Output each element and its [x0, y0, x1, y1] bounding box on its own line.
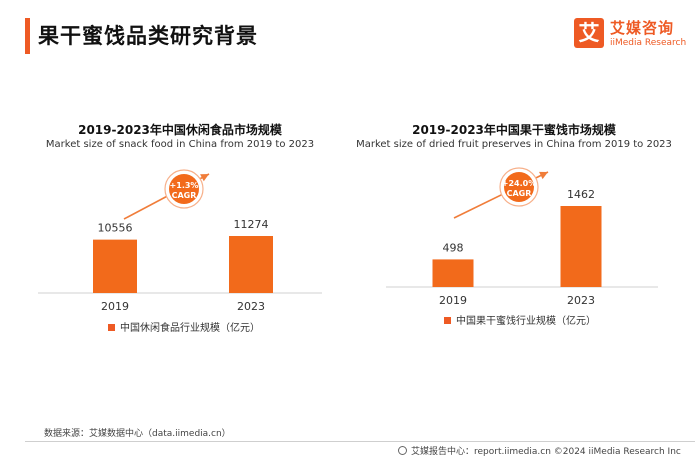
bar-2019: [93, 239, 137, 293]
chart-1-legend: 中国休闲食品行业规模（亿元）: [108, 319, 260, 334]
legend-swatch: [444, 316, 451, 324]
chart-2-legend: 中国果干蜜饯行业规模（亿元）: [444, 312, 596, 327]
report-center-icon: [398, 446, 407, 455]
cagr-label: CAGR: [172, 191, 197, 200]
bar-2023: [560, 206, 602, 287]
data-label-2019: 498: [443, 241, 464, 254]
logo-name-en: iiMedia Research: [610, 38, 687, 48]
cagr-label: CAGR: [507, 189, 532, 198]
data-label-2023: 11274: [234, 218, 269, 231]
chart-1-title: 2019-2023年中国休闲食品市场规模: [78, 123, 282, 137]
iimedia-logo: 艾 艾媒咨询 iiMedia Research: [574, 14, 694, 54]
cagr-badge: [169, 174, 199, 204]
x-tick-2023: 2023: [567, 294, 595, 307]
cagr-badge: [504, 172, 534, 202]
cagr-value: +1.3%: [170, 181, 199, 190]
data-label-2019: 10556: [98, 222, 133, 235]
cagr-value: +24.0%: [502, 179, 536, 188]
footer-text: 艾媒报告中心：report.iimedia.cn ©2024 iiMedia R…: [411, 447, 681, 457]
cagr-arrow-head: [539, 171, 548, 180]
data-label-2023: 1462: [567, 188, 595, 201]
bar-2023: [229, 236, 273, 293]
x-tick-2023: 2023: [237, 300, 265, 313]
page-title: 果干蜜饯品类研究背景: [38, 24, 258, 48]
legend-swatch: [108, 323, 115, 331]
logo-mark-icon: 艾: [574, 18, 604, 48]
x-tick-2019: 2019: [101, 300, 129, 313]
title-accent-bar: [25, 18, 30, 54]
chart-2-title: 2019-2023年中国果干蜜饯市场规模: [412, 123, 616, 137]
footer-divider: [25, 441, 695, 442]
cagr-arrow-head: [200, 174, 209, 182]
chart-1-legend-label: 中国休闲食品行业规模（亿元）: [120, 323, 260, 334]
chart-2-legend-label: 中国果干蜜饯行业规模（亿元）: [456, 316, 596, 327]
bar-2019: [432, 259, 474, 287]
logo-name-cn: 艾媒咨询: [610, 19, 675, 37]
chart-1-subtitle: Market size of snack food in China from …: [45, 139, 315, 150]
footer-info: 艾媒报告中心：report.iimedia.cn ©2024 iiMedia R…: [398, 444, 681, 457]
x-tick-2019: 2019: [439, 294, 467, 307]
chart-2-subtitle: Market size of dried fruit preserves in …: [356, 139, 672, 150]
data-source-note: 数据来源：艾媒数据中心（data.iimedia.cn）: [44, 429, 231, 439]
